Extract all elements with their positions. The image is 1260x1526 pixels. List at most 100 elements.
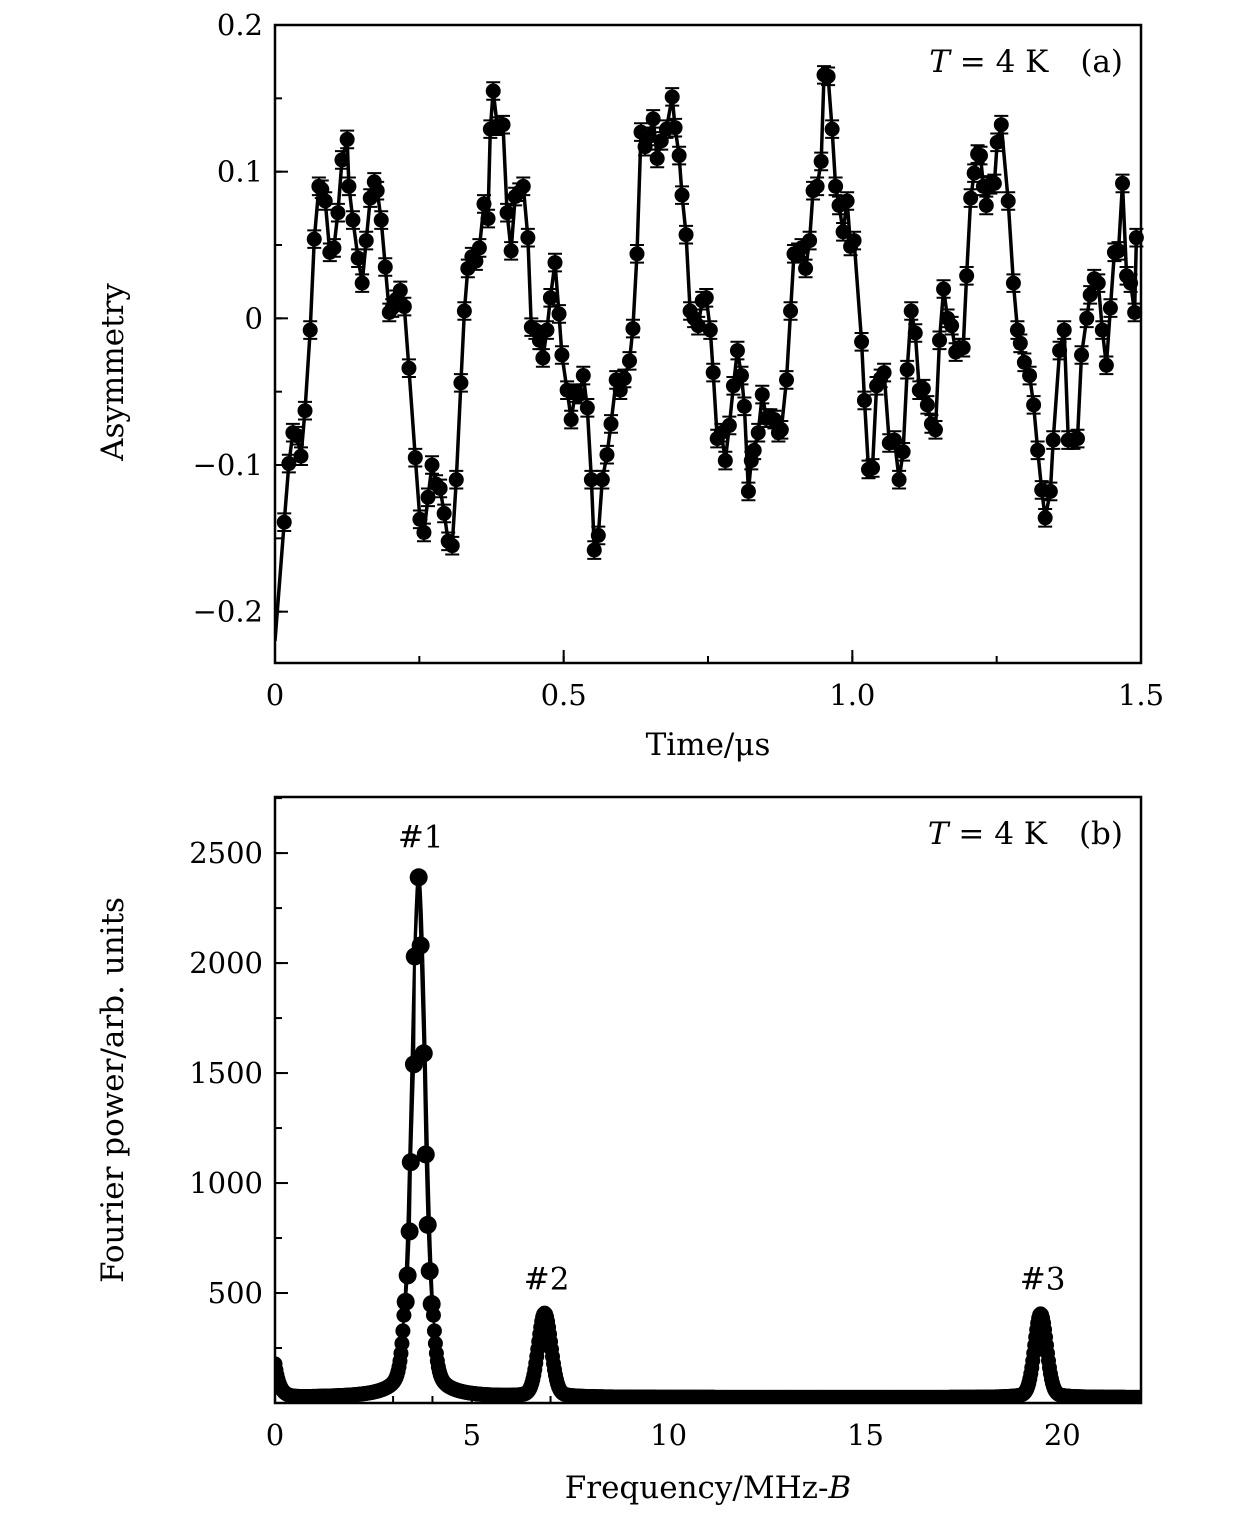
y-tick-label: 0.2 [217, 8, 263, 42]
data-point [401, 1153, 420, 1172]
data-point [1098, 357, 1114, 373]
data-point [480, 211, 496, 227]
data-point [499, 205, 515, 221]
x-tick-label: 10 [650, 1418, 687, 1452]
data-point [1037, 510, 1053, 526]
y-tick-label: 500 [208, 1276, 263, 1310]
data-point [1012, 335, 1028, 351]
fit-curve [275, 72, 1139, 642]
data-point [334, 152, 350, 168]
temperature-annotation: T = 4 K (b) [928, 816, 1123, 852]
data-point [891, 472, 907, 488]
data-point [1000, 193, 1016, 209]
data-point [409, 868, 428, 887]
data-point [754, 387, 770, 403]
data-point [1090, 275, 1106, 291]
x-tick-label: 0 [266, 1418, 284, 1452]
data-point [395, 1323, 411, 1339]
data-point [779, 372, 795, 388]
data-point [1069, 431, 1085, 447]
x-tick-label: 1.5 [1118, 678, 1164, 712]
data-point [725, 378, 741, 394]
data-point [783, 303, 799, 319]
data-point [973, 148, 989, 164]
data-point [394, 1335, 410, 1351]
data-point [401, 360, 417, 376]
y-tick-label: −0.1 [193, 448, 263, 482]
data-point [865, 460, 881, 476]
x-tick-label: 0 [266, 678, 284, 712]
temperature-symbol: T [929, 44, 952, 80]
data-point [289, 428, 305, 444]
temperature-symbol: T [928, 816, 951, 852]
data-point [420, 1262, 439, 1281]
y-tick-label: 0 [245, 301, 263, 335]
data-point [820, 68, 836, 84]
data-point [678, 227, 694, 243]
data-point [396, 299, 412, 315]
data-point [354, 275, 370, 291]
data-point [575, 368, 591, 384]
data-point [989, 134, 1005, 150]
panel-label: (a) [1080, 44, 1123, 80]
data-point [993, 117, 1009, 133]
data-point [416, 524, 432, 540]
data-point [547, 255, 563, 271]
data-point [927, 422, 943, 438]
data-point [414, 1044, 433, 1063]
data-point [932, 332, 948, 348]
spectrum-points [275, 1305, 1141, 1403]
data-point [281, 456, 297, 472]
y-tick-label: 2000 [189, 946, 263, 980]
data-point [1042, 483, 1058, 499]
data-point [813, 153, 829, 169]
data-point [721, 417, 737, 433]
data-point [616, 370, 632, 386]
data-point [854, 334, 870, 350]
data-point [828, 178, 844, 194]
data-point [485, 83, 501, 99]
data-point [1052, 343, 1068, 359]
data-point [326, 240, 342, 256]
x-tick-label: 0.5 [541, 678, 587, 712]
data-point [306, 231, 322, 247]
data-point [407, 450, 423, 466]
data-point [1094, 322, 1110, 338]
data-point [432, 480, 448, 496]
data-point [824, 121, 840, 137]
data-point [955, 340, 971, 356]
data-point [798, 260, 814, 276]
data-point [398, 1266, 417, 1285]
x-tick-label: 20 [1044, 1418, 1081, 1452]
temperature-annotation: T = 4 K (a) [929, 44, 1123, 80]
data-point [746, 442, 762, 458]
data-point [579, 400, 595, 416]
data-point [350, 250, 366, 266]
data-point [978, 197, 994, 213]
y-tick-label: 0.1 [217, 155, 263, 189]
x-axis-label: Time/μs [646, 727, 771, 763]
data-point [542, 290, 558, 306]
data-point [629, 246, 645, 262]
data-point [515, 178, 531, 194]
data-point [453, 375, 469, 391]
data-point [1110, 243, 1126, 259]
data-point [302, 322, 318, 338]
data-point [535, 350, 551, 366]
data-point [416, 1145, 435, 1164]
data-point [1056, 322, 1072, 338]
data-point [839, 193, 855, 209]
y-tick-label: 1000 [189, 1166, 263, 1200]
data-point [424, 457, 440, 473]
data-point [456, 303, 472, 319]
data-point [1074, 347, 1090, 363]
data-point [717, 453, 733, 469]
data-point [603, 416, 619, 432]
data-point [645, 111, 661, 127]
data-point [986, 175, 1002, 191]
data-point [959, 268, 975, 284]
data-point [471, 240, 487, 256]
data-point [476, 196, 492, 212]
data-point [621, 353, 637, 369]
data-point [667, 120, 683, 136]
